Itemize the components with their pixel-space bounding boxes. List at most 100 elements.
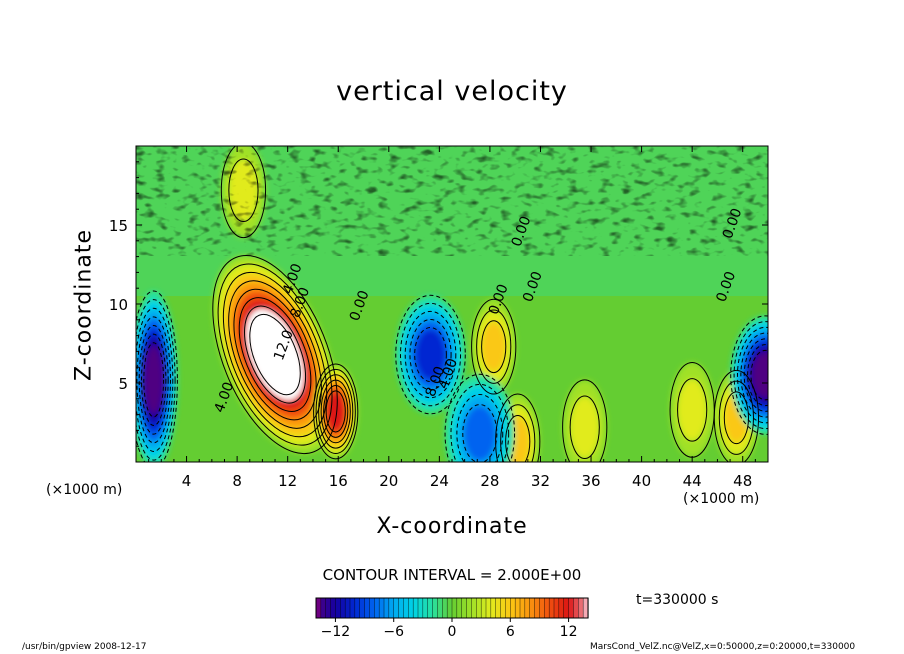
contour-ring-0-3 bbox=[238, 297, 312, 412]
colorbar-cell bbox=[466, 597, 473, 619]
contour-ring-1-1 bbox=[325, 390, 346, 433]
y-axis: 5 10 15 bbox=[109, 161, 768, 447]
colorbar-cell bbox=[335, 597, 341, 619]
contour-ring-1-5 bbox=[315, 368, 356, 454]
colorbar-tick-label: 12 bbox=[560, 624, 578, 640]
contour-ring-9-7 bbox=[730, 315, 768, 435]
colorbar-cell bbox=[534, 597, 541, 619]
colorbar: −12 −6 0 6 12 bbox=[315, 597, 589, 640]
x-axis: 4 8 12 16 20 24 28 32 36 40 44 48 bbox=[148, 146, 756, 490]
x-axis-title: X-coordinate bbox=[376, 514, 528, 539]
colorbar-cell bbox=[500, 597, 507, 619]
colorbar-cell bbox=[568, 597, 575, 619]
velocity-cell-downdraft-11 bbox=[463, 406, 496, 461]
contour-ring-9-3 bbox=[743, 338, 768, 412]
turbulent-contour-band bbox=[136, 146, 768, 256]
colorbar-cell bbox=[485, 597, 492, 619]
contour-ring-11-4 bbox=[444, 373, 516, 462]
colorbar-cell bbox=[451, 597, 458, 619]
contour-ring-10-2 bbox=[409, 318, 452, 391]
y-axis-title: Z-coordinate bbox=[71, 229, 97, 381]
colorbar-tick-label: 0 bbox=[448, 624, 457, 640]
contour-ring-7-2 bbox=[220, 146, 267, 239]
colorbar-cell bbox=[432, 597, 439, 619]
colorbar-cell bbox=[412, 597, 419, 619]
y-tick-label: 10 bbox=[109, 296, 128, 314]
colorbar-cell bbox=[548, 597, 555, 619]
contour-ring-9-2 bbox=[747, 344, 768, 407]
colorbar-cell bbox=[563, 597, 570, 619]
colorbar-cell bbox=[505, 597, 511, 619]
contour-ring-10-5 bbox=[395, 294, 466, 415]
contour-ring-10-4 bbox=[399, 302, 462, 407]
colorbar-cell bbox=[383, 597, 390, 619]
chart-title: vertical velocity bbox=[336, 76, 568, 107]
contour-ring-11-2 bbox=[456, 393, 504, 462]
colorbar-cell bbox=[374, 597, 380, 619]
contour-ring-8-1 bbox=[143, 342, 165, 418]
velocity-cell-updraft-6 bbox=[570, 396, 599, 458]
colorbar-cell bbox=[388, 597, 395, 619]
contour-ring-8-2 bbox=[141, 333, 167, 427]
contour-ring-1-2 bbox=[323, 385, 349, 438]
velocity-cell-downdraft-min-8 bbox=[144, 345, 163, 414]
x-tick-label: 16 bbox=[329, 472, 348, 490]
contour-ring-9-1 bbox=[750, 349, 768, 401]
contour-ring-1-3 bbox=[320, 379, 351, 444]
colorbar-cell bbox=[539, 597, 545, 619]
colorbar-cell bbox=[456, 597, 463, 619]
contour-ring-2-1 bbox=[481, 320, 507, 374]
colorbar-cell bbox=[330, 597, 337, 619]
y-tick-label: 5 bbox=[118, 375, 128, 393]
colorbar-cell bbox=[320, 597, 327, 619]
contour-ring-0-6 bbox=[222, 271, 328, 438]
x-tick-label: 24 bbox=[430, 472, 449, 490]
colorbar-cell bbox=[578, 597, 584, 619]
colorbar-cell bbox=[490, 597, 497, 619]
colorbar-cell bbox=[422, 597, 429, 619]
velocity-cell-updraft-max-0 bbox=[252, 317, 299, 392]
contour-ring-9-6 bbox=[733, 321, 768, 430]
contour-lines bbox=[136, 146, 768, 462]
contour-ring-10-3 bbox=[404, 310, 457, 399]
x-tick-label: 48 bbox=[733, 472, 752, 490]
colorbar-cell bbox=[393, 597, 400, 619]
x-tick-label: 28 bbox=[480, 472, 499, 490]
colorbar-cell bbox=[325, 597, 332, 619]
velocity-cell-updraft-1 bbox=[326, 392, 345, 431]
colorbar-cell bbox=[558, 597, 565, 619]
velocity-cell-downdraft-9 bbox=[752, 352, 768, 398]
colorbar-cell bbox=[442, 597, 448, 619]
contour-ring-8-5 bbox=[136, 307, 174, 452]
x-unit-label-left: (×1000 m) bbox=[46, 482, 123, 498]
contour-ring-4-1 bbox=[723, 391, 749, 445]
contour-ring-5-1 bbox=[677, 378, 708, 442]
colorbar-tick-label: −12 bbox=[321, 624, 351, 640]
contour-ring-6-2 bbox=[562, 379, 608, 462]
contour-ring-1-6 bbox=[313, 363, 359, 460]
colorbar-cell bbox=[398, 597, 405, 619]
contour-ring-8-3 bbox=[138, 324, 169, 435]
colorbar-cell bbox=[408, 597, 414, 619]
colorbar-cell bbox=[480, 597, 487, 619]
contour-ring-9-4 bbox=[740, 332, 768, 418]
x-tick-label: 12 bbox=[278, 472, 297, 490]
contour-ring-8-7 bbox=[136, 290, 178, 462]
colorbar-tick-label: −6 bbox=[383, 624, 404, 640]
colorbar-cell bbox=[553, 597, 560, 619]
colorbar-cell bbox=[495, 597, 502, 619]
contour-ring-3-2 bbox=[500, 404, 536, 462]
velocity-cell-downdraft-10 bbox=[415, 329, 446, 380]
colorbar-tick-label: 6 bbox=[506, 624, 515, 640]
contour-ring-8-4 bbox=[136, 316, 171, 444]
x-tick-label: 36 bbox=[581, 472, 600, 490]
colorbar-cell bbox=[573, 597, 579, 619]
colorbar-cell bbox=[524, 597, 531, 619]
contour-ring-9-5 bbox=[736, 326, 768, 424]
colorbar-cell bbox=[369, 597, 375, 619]
contour-ring-0-1 bbox=[249, 313, 301, 396]
contour-ring-8-6 bbox=[136, 299, 176, 461]
contour-ring-11-3 bbox=[450, 383, 510, 462]
colorbar-cell bbox=[364, 597, 371, 619]
